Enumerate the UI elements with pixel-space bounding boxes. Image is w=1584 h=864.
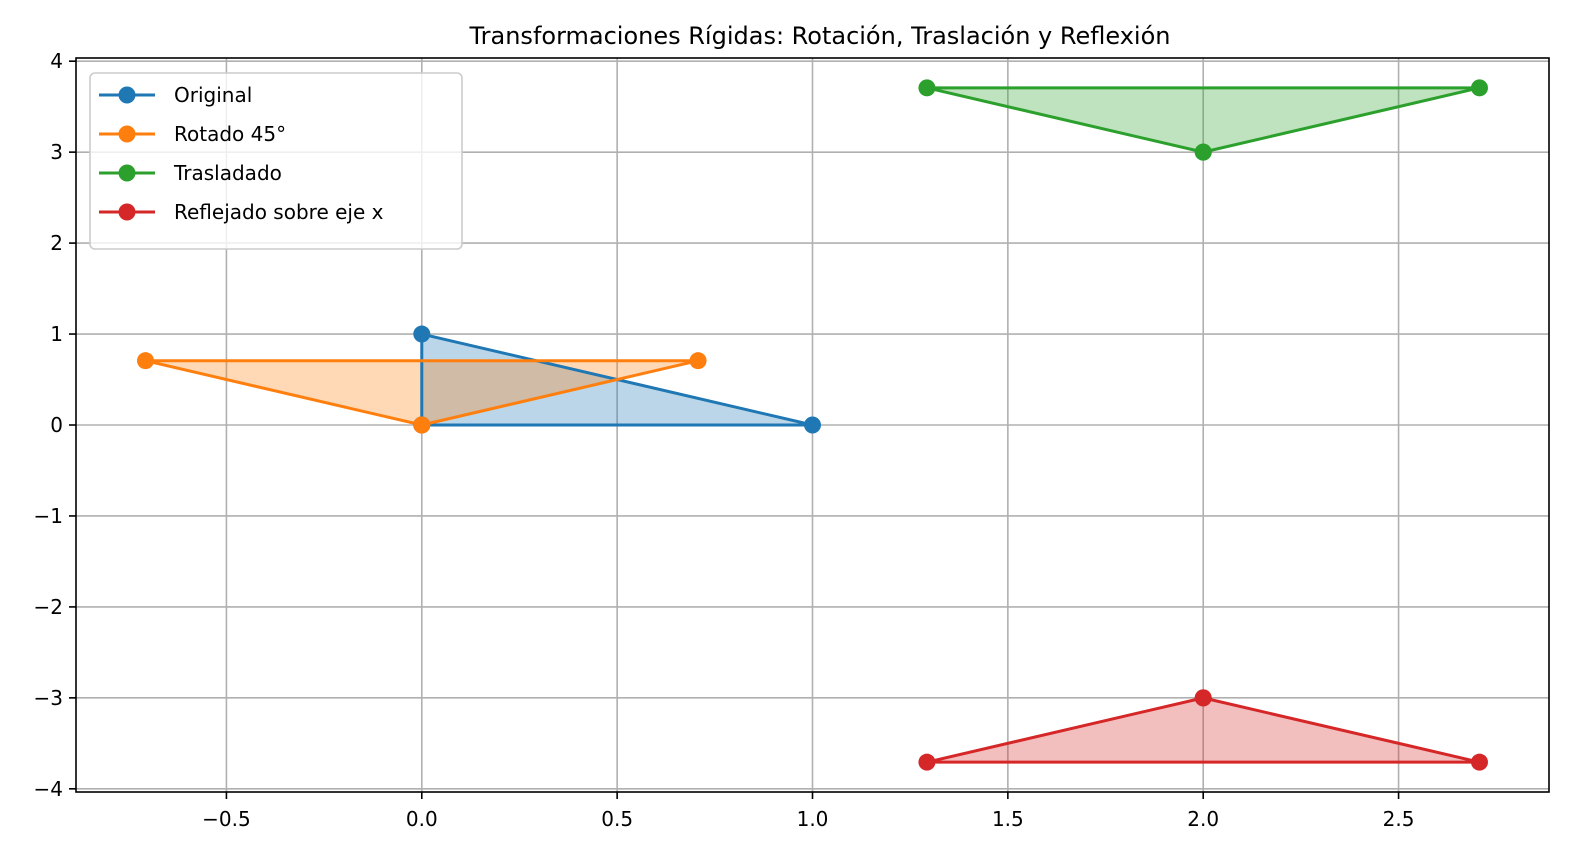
legend-marker-3 bbox=[118, 203, 136, 221]
y-tick-label: 2 bbox=[50, 231, 63, 255]
series-fill-3 bbox=[926, 697, 1480, 763]
data-point bbox=[918, 79, 936, 97]
legend: Original Rotado 45° Trasladado Reflejado so… bbox=[89, 72, 463, 250]
data-point bbox=[1470, 79, 1488, 97]
data-point bbox=[689, 352, 707, 370]
x-tick-label: 0.0 bbox=[406, 807, 438, 831]
data-point bbox=[413, 325, 431, 343]
x-tick-label: 2.0 bbox=[1187, 807, 1219, 831]
data-point bbox=[1470, 753, 1488, 771]
legend-marker-2 bbox=[118, 164, 136, 182]
y-tick-label: −2 bbox=[34, 595, 63, 619]
chart-title: Transformaciones Rígidas: Rotación, Tras… bbox=[469, 22, 1171, 50]
y-tick-label: −3 bbox=[34, 686, 63, 710]
series-points bbox=[137, 79, 1488, 771]
legend-label-2: Trasladado bbox=[173, 161, 282, 185]
data-point bbox=[804, 416, 821, 434]
x-tick-label: 1.5 bbox=[992, 807, 1024, 831]
series-lines bbox=[144, 86, 1481, 764]
data-point bbox=[1194, 143, 1212, 161]
x-tick-label: 2.5 bbox=[1383, 807, 1415, 831]
legend-label-1: Rotado 45° bbox=[174, 122, 286, 146]
data-point bbox=[413, 416, 431, 434]
data-point bbox=[137, 352, 155, 370]
data-point bbox=[918, 753, 936, 771]
series-line-2 bbox=[925, 86, 1481, 154]
legend-label-3: Reflejado sobre eje x bbox=[174, 200, 384, 224]
series-line-1 bbox=[144, 359, 700, 427]
axes bbox=[69, 57, 1550, 799]
x-tick-label: −0.5 bbox=[202, 807, 251, 831]
y-tick-label: 4 bbox=[50, 49, 63, 73]
tick-labels: −0.5 0.0 0.5 1.0 1.5 2.0 2.5 −4 −3 −2 −1 0 1 2 3 4 bbox=[34, 49, 1415, 831]
legend-box bbox=[89, 72, 463, 250]
x-tick-label: 1.0 bbox=[797, 807, 829, 831]
y-tick-label: −1 bbox=[34, 504, 63, 528]
series-line-3 bbox=[925, 696, 1481, 764]
y-tick-label: 1 bbox=[50, 322, 63, 346]
legend-label-0: Original bbox=[174, 83, 252, 107]
data-point bbox=[1194, 689, 1212, 707]
series-fill-2 bbox=[926, 87, 1480, 153]
x-tick-label: 0.5 bbox=[601, 807, 633, 831]
y-tick-label: 3 bbox=[50, 140, 63, 164]
y-tick-label: 0 bbox=[50, 413, 63, 437]
y-tick-label: −4 bbox=[34, 777, 63, 801]
legend-marker-1 bbox=[118, 125, 136, 143]
grid bbox=[76, 58, 1549, 792]
legend-marker-0 bbox=[118, 86, 136, 104]
